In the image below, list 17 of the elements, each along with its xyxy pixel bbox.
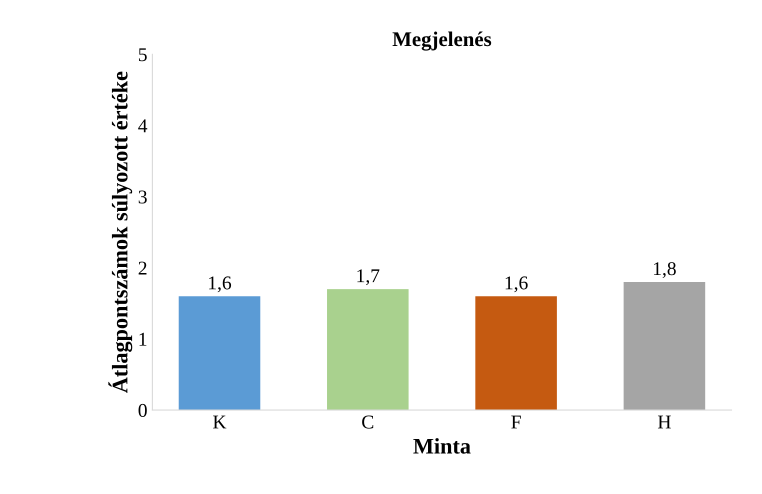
- x-axis-title: Minta: [413, 438, 471, 454]
- y-tick-label: 3: [138, 190, 147, 204]
- x-tick-label: H: [658, 416, 671, 428]
- y-tick-label: 1: [140, 332, 146, 346]
- data-label: 1,6: [506, 276, 528, 292]
- data-label: 1,8: [654, 262, 676, 278]
- x-tick-label: F: [511, 416, 521, 428]
- data-label: 1,7: [357, 269, 380, 286]
- chart-title: Megjelenés: [392, 32, 492, 51]
- y-tick-label: 0: [138, 404, 147, 417]
- y-tick-label: 5: [138, 48, 147, 62]
- x-tick-label: K: [213, 416, 226, 428]
- y-tick-label: 2: [138, 262, 146, 274]
- y-axis-title: Átlagpontszámok súlyozott értéke: [108, 72, 132, 394]
- x-tick-label: C: [362, 416, 374, 429]
- data-label: 1,6: [209, 276, 232, 292]
- y-tick-label: 4: [138, 119, 148, 132]
